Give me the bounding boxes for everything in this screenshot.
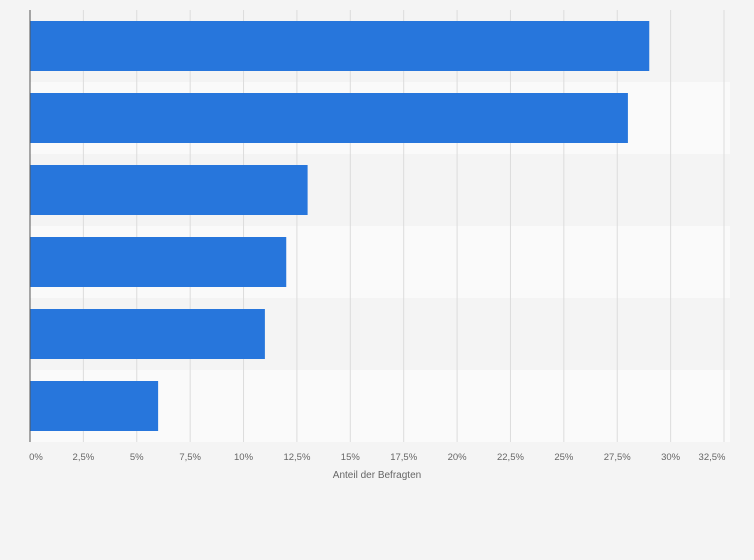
x-tick-label: 17,5% (390, 452, 417, 463)
x-tick-label: 32,5% (699, 452, 726, 463)
bar[interactable] (30, 21, 650, 71)
x-tick-label: 2,5% (73, 452, 95, 463)
x-tick-label: 12,5% (283, 452, 310, 463)
x-tick-label: 30% (661, 452, 681, 463)
gridlines (82, 10, 725, 442)
bar[interactable] (30, 237, 287, 287)
x-tick-label: 27,5% (604, 452, 631, 463)
x-tick-label: 0% (29, 452, 43, 463)
x-tick-label: 20% (448, 452, 468, 463)
bar[interactable] (30, 165, 308, 215)
x-tick-labels: 0% 2,5% 5% 7,5% 10% 12,5% 15% 17,5% 20% 22,5% 25% 2… (29, 452, 726, 463)
x-tick-label: 15% (341, 452, 361, 463)
bar[interactable] (30, 93, 628, 143)
bar[interactable] (30, 309, 265, 359)
x-tick-label: 5% (130, 452, 144, 463)
x-tick-label: 25% (554, 452, 574, 463)
x-tick-label: 7,5% (179, 452, 201, 463)
bar[interactable] (30, 381, 159, 431)
bars (30, 21, 650, 431)
x-tick-label: 22,5% (497, 452, 524, 463)
x-axis-label: Anteil der Befragten (333, 470, 421, 481)
x-tick-label: 10% (234, 452, 254, 463)
